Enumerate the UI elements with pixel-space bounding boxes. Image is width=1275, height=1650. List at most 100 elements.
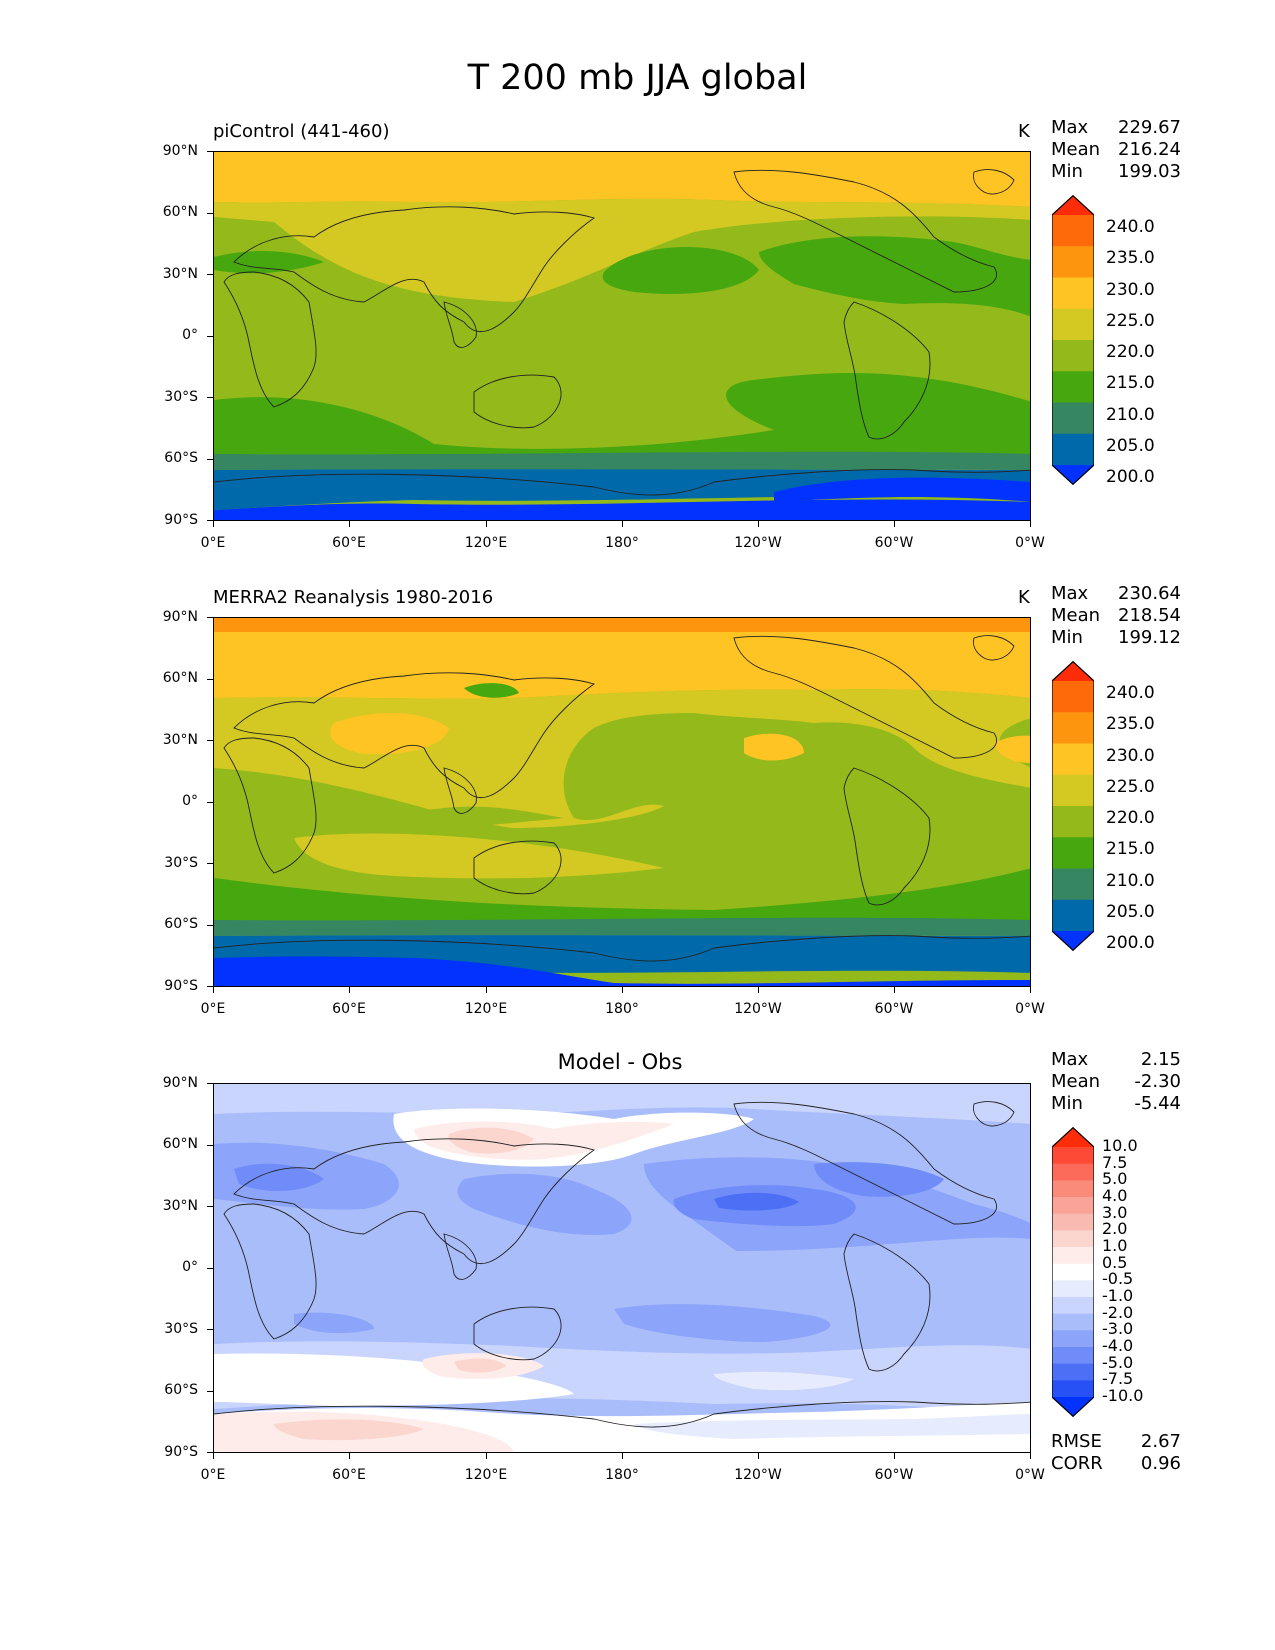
- colorbar-tick-label: -5.0: [1102, 1352, 1134, 1372]
- lon-label: 120°W: [734, 1001, 782, 1017]
- lon-label: 0°E: [200, 1001, 226, 1017]
- stat-max: 2.15: [1140, 1049, 1181, 1070]
- colorbar-extend-bottom: [1052, 931, 1094, 951]
- stats-block: Max 230.64 Mean 218.54 Min 199.12: [1051, 583, 1181, 649]
- colorbar-segment: [1052, 402, 1094, 435]
- lat-label: 30°S: [164, 389, 198, 405]
- colorbar-tick-label: 240.0: [1106, 683, 1155, 703]
- lon-label: 120°E: [464, 1467, 508, 1483]
- lon-label: 120°E: [464, 535, 508, 551]
- stat-max-label: Max: [1051, 583, 1089, 604]
- stat-min: -5.44: [1134, 1093, 1181, 1114]
- colorbar-tick-label: 4.0: [1102, 1186, 1128, 1205]
- colorbar-segment: [1052, 277, 1094, 310]
- colorbar-tick-label: 215.0: [1106, 839, 1155, 860]
- stat-min-label: Min: [1051, 627, 1083, 648]
- colorbar-segment: [1052, 1197, 1094, 1215]
- stat-min: 199.03: [1118, 161, 1181, 182]
- colorbar-segment: [1052, 1163, 1094, 1181]
- lat-label: 30°N: [162, 266, 198, 282]
- colorbar-tick-label: 215.0: [1106, 373, 1155, 394]
- colorbar-tick-label: 240.0: [1106, 217, 1155, 237]
- figure-title: T 200 mb JJA global: [467, 58, 808, 98]
- rmse-corr-block: RMSE 2.67 CORR 0.96: [1051, 1431, 1181, 1475]
- colorbar-extend-top: [1052, 1127, 1094, 1147]
- rmse-value: 2.67: [1140, 1431, 1181, 1452]
- lon-label: 60°E: [332, 535, 366, 551]
- colorbar-tick-label: 235.0: [1106, 714, 1155, 735]
- colorbar-tick-label: 235.0: [1106, 248, 1155, 269]
- lat-label: 90°N: [162, 143, 198, 159]
- lon-label: 60°W: [874, 1467, 914, 1483]
- colorbar-tick-label: 3.0: [1102, 1202, 1128, 1222]
- lat-label: 30°N: [162, 1198, 198, 1214]
- colorbar-segment: [1052, 1263, 1094, 1281]
- lon-label: 180°: [605, 1467, 639, 1483]
- lat-label: 90°S: [164, 1444, 198, 1460]
- colorbar-segment: [1052, 1230, 1094, 1248]
- panel-title: piControl (441-460): [213, 121, 390, 142]
- colorbar-tick-label: -1.0: [1102, 1286, 1134, 1305]
- stat-mean: 216.24: [1118, 139, 1181, 160]
- colorbar-segment: [1052, 433, 1094, 466]
- colorbar-tick-label: 0.5: [1102, 1252, 1128, 1272]
- panel-picontrol: piControl (441-460) K Max 229.67 Mean 216.…: [0, 0, 1275, 551]
- rmse-label: RMSE: [1051, 1431, 1102, 1452]
- colorbar-tick-label: 210.0: [1106, 870, 1155, 891]
- colorbar-tick-label: 200.0: [1106, 467, 1155, 487]
- lat-label: 60°S: [164, 450, 198, 466]
- lat-label: 60°S: [164, 1382, 198, 1398]
- colorbar-svg: [1051, 1126, 1095, 1418]
- colorbar-segment: [1052, 837, 1094, 869]
- colorbar-svg: [1051, 194, 1095, 486]
- panel-title: Model - Obs: [557, 1050, 683, 1074]
- lat-label: 30°S: [164, 1321, 198, 1337]
- colorbar-tick-label: 7.5: [1102, 1152, 1128, 1172]
- colorbar-segment: [1052, 215, 1094, 247]
- colorbar: [1051, 660, 1095, 952]
- colorbar: [1051, 1126, 1095, 1418]
- colorbar-segment: [1052, 1297, 1094, 1315]
- panel-title: MERRA2 Reanalysis 1980-2016: [213, 587, 494, 608]
- stat-max: 230.64: [1118, 583, 1181, 604]
- units-label: K: [1018, 121, 1030, 142]
- colorbar-tick-label: 230.0: [1106, 279, 1155, 300]
- stats-block: Max 229.67 Mean 216.24 Min 199.03: [1051, 117, 1181, 183]
- colorbar-tick-label: -2.0: [1102, 1302, 1134, 1322]
- lon-label: 0°W: [1015, 1001, 1045, 1017]
- colorbar-tick-label: 220.0: [1106, 342, 1155, 362]
- colorbar-tick-label: 230.0: [1106, 745, 1155, 766]
- colorbar-tick-label: -0.5: [1102, 1269, 1134, 1289]
- lon-label: 180°: [605, 535, 639, 551]
- colorbar-extend-bottom: [1052, 465, 1094, 485]
- colorbar-segment: [1052, 868, 1094, 901]
- lat-label: 90°N: [162, 609, 198, 625]
- map-field: [214, 618, 1030, 986]
- stat-max: 229.67: [1118, 117, 1181, 138]
- colorbar-segment: [1052, 1313, 1094, 1331]
- colorbar-segment: [1052, 1180, 1094, 1198]
- stat-mean-label: Mean: [1051, 605, 1101, 626]
- stat-min-label: Min: [1051, 1093, 1083, 1114]
- panel-model-minus-obs: Model - Obs Max 2.15 Mean -2.30 Min -5.44: [0, 932, 1275, 1483]
- colorbar-segment: [1052, 681, 1094, 713]
- colorbar-segment: [1052, 308, 1094, 341]
- colorbar-segment: [1052, 1280, 1094, 1298]
- stat-min-label: Min: [1051, 161, 1083, 182]
- colorbar-tick-label: 210.0: [1106, 404, 1155, 425]
- lat-label: 90°S: [164, 512, 198, 528]
- lat-label: 0°: [182, 793, 198, 809]
- panel-merra2: MERRA2 Reanalysis 1980-2016 K Max 230.64 …: [0, 466, 1275, 1017]
- lat-label: 0°: [182, 327, 198, 343]
- map-field: [214, 1084, 1030, 1452]
- lon-label: 60°E: [332, 1001, 366, 1017]
- colorbar-segment: [1052, 712, 1094, 744]
- lon-label: 0°E: [200, 1467, 226, 1483]
- lon-label: 120°W: [734, 535, 782, 551]
- colorbar-segment: [1052, 1330, 1094, 1348]
- colorbar-segment: [1052, 340, 1094, 372]
- colorbar-extend-top: [1052, 661, 1094, 681]
- colorbar-segment: [1052, 371, 1094, 403]
- stats-block: Max 2.15 Mean -2.30 Min -5.44: [1051, 1049, 1181, 1115]
- colorbar-segment: [1052, 1347, 1094, 1365]
